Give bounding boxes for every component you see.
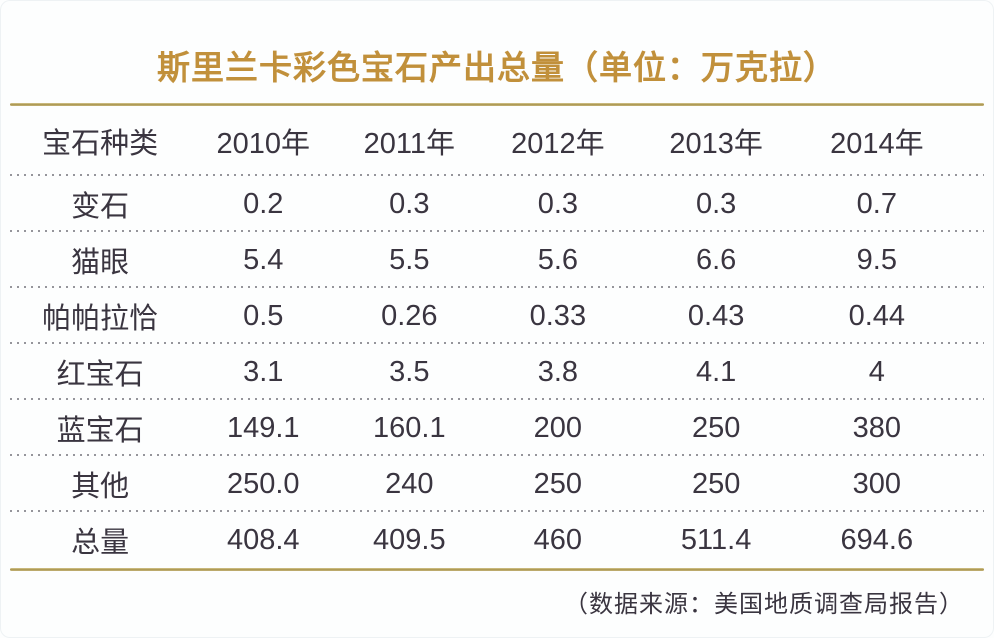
cell-value: 460 xyxy=(533,523,583,556)
cell-value: 149.1 xyxy=(226,411,300,444)
table-row: 蓝宝石 149.1 160.1 200 250 380 xyxy=(10,400,984,456)
cell-value: 380 xyxy=(852,411,902,444)
cell-value: 5.4 xyxy=(243,243,284,276)
cell-value: 4 xyxy=(868,355,885,388)
cell-value: 300 xyxy=(852,467,902,500)
cell-value: 0.3 xyxy=(695,187,737,220)
bottom-rule xyxy=(10,568,984,571)
row-label: 其他 xyxy=(71,471,130,503)
cell-value: 409.5 xyxy=(373,523,446,556)
cell-value: 200 xyxy=(533,411,583,444)
cell-value: 3.8 xyxy=(537,355,579,388)
title-block: 斯里兰卡彩色宝石产出总量（单位：万克拉） xyxy=(10,0,984,103)
cell-value: 0.7 xyxy=(856,187,897,220)
cell-value: 240 xyxy=(385,467,434,500)
cell-value: 6.6 xyxy=(695,243,737,276)
table-row: 红宝石 3.1 3.5 3.8 4.1 4 xyxy=(10,344,984,400)
page-title: 斯里兰卡彩色宝石产出总量（单位：万克拉） xyxy=(157,49,837,86)
column-header: 2011年 xyxy=(363,128,456,160)
gem-table: 宝石种类 2010年 2011年 2012年 2013年 2014年变石 0.2 0.3 0.3… xyxy=(10,106,984,568)
cell-value: 250 xyxy=(691,467,741,500)
row-label: 帕帕拉恰 xyxy=(42,303,159,335)
cell-value: 0.33 xyxy=(529,299,587,332)
cell-value: 3.5 xyxy=(389,355,430,388)
table-row: 猫眼 5.4 5.5 5.6 6.6 9.5 xyxy=(10,232,984,288)
cell-value: 0.5 xyxy=(243,299,284,332)
table-row: 其他 250.0 240 250 250 300 xyxy=(10,456,984,512)
cell-value: 0.3 xyxy=(537,187,579,220)
table-row: 帕帕拉恰 0.5 0.26 0.33 0.43 0.44 xyxy=(10,288,984,344)
row-label: 猫眼 xyxy=(71,247,130,279)
cell-value: 0.26 xyxy=(381,299,438,332)
column-header: 2012年 xyxy=(511,128,605,160)
row-label: 红宝石 xyxy=(56,359,144,391)
data-source-note: （数据来源：美国地质调查局报告） xyxy=(564,591,964,618)
cell-value: 4.1 xyxy=(695,355,737,388)
cell-value: 694.6 xyxy=(840,523,914,556)
cell-value: 3.1 xyxy=(243,355,284,388)
cell-value: 250.0 xyxy=(226,467,300,500)
column-header: 宝石种类 xyxy=(42,128,159,160)
row-label: 变石 xyxy=(71,191,130,223)
top-rule xyxy=(10,103,984,106)
cell-value: 5.6 xyxy=(537,243,579,276)
cell-value: 0.43 xyxy=(687,299,745,332)
column-header: 2014年 xyxy=(830,128,924,160)
cell-value: 0.2 xyxy=(243,187,284,220)
cell-value: 408.4 xyxy=(226,523,300,556)
cell-value: 250 xyxy=(691,411,741,444)
cell-value: 9.5 xyxy=(856,243,897,276)
cell-value: 250 xyxy=(533,467,583,500)
table-row: 总量 408.4 409.5 460 511.4 694.6 xyxy=(10,512,984,568)
cell-value: 0.44 xyxy=(848,299,906,332)
cell-value: 511.4 xyxy=(680,523,752,556)
table-row: 变石 0.2 0.3 0.3 0.3 0.7 xyxy=(10,176,984,232)
column-header: 2010年 xyxy=(216,128,310,160)
footer-block: （数据来源：美国地质调查局报告） xyxy=(10,584,984,619)
cell-value: 160.1 xyxy=(373,411,446,444)
table-header-row: 宝石种类 2010年 2011年 2012年 2013年 2014年 xyxy=(10,106,984,176)
column-header: 2013年 xyxy=(669,128,763,160)
row-label: 蓝宝石 xyxy=(56,415,144,447)
cell-value: 0.3 xyxy=(389,187,430,220)
cell-value: 5.5 xyxy=(389,243,430,276)
row-label: 总量 xyxy=(71,527,130,559)
